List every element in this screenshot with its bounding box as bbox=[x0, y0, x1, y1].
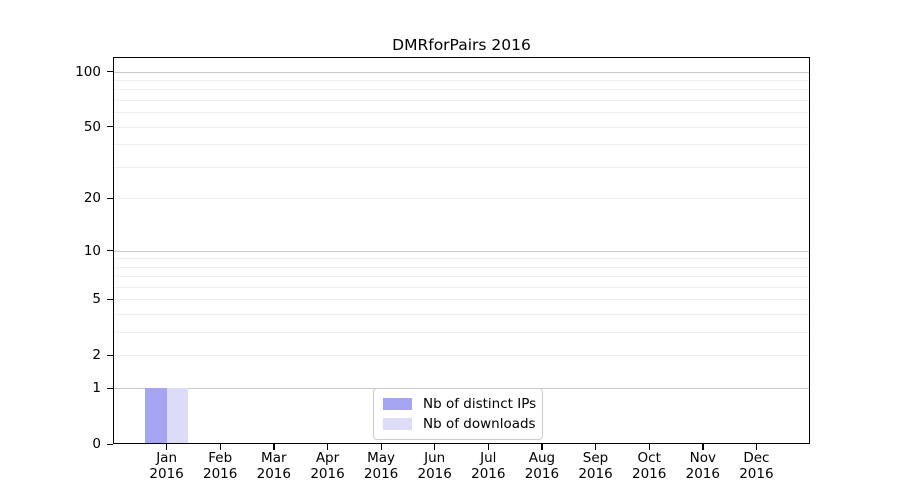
x-tick-mark bbox=[327, 444, 329, 450]
legend-label: Nb of downloads bbox=[423, 416, 536, 432]
y-tick-mark bbox=[107, 126, 113, 128]
x-tick-label: May 2016 bbox=[363, 450, 399, 482]
x-tick-label: Jan 2016 bbox=[149, 450, 184, 482]
y-tick-mark bbox=[107, 443, 113, 445]
y-tick-label: 20 bbox=[83, 190, 101, 207]
x-tick-label: Mar 2016 bbox=[256, 450, 291, 482]
x-tick-mark bbox=[434, 444, 436, 450]
x-tick-mark bbox=[487, 444, 490, 450]
x-tick-label: Jul 2016 bbox=[471, 450, 506, 482]
y-tick-label: 10 bbox=[83, 242, 101, 259]
x-tick-label: Apr 2016 bbox=[310, 450, 345, 482]
legend-swatch bbox=[383, 418, 412, 430]
minor-gridline bbox=[114, 198, 809, 200]
y-tick-label: 5 bbox=[92, 291, 101, 308]
y-tick-mark bbox=[107, 354, 113, 357]
minor-gridline bbox=[114, 89, 809, 91]
minor-gridline bbox=[114, 166, 809, 168]
x-tick-mark bbox=[219, 444, 221, 450]
x-tick-mark bbox=[273, 444, 275, 450]
minor-gridline bbox=[114, 100, 809, 101]
y-tick-label: 100 bbox=[75, 63, 101, 80]
y-tick-label: 50 bbox=[83, 118, 101, 135]
minor-gridline bbox=[114, 314, 809, 316]
y-tick-mark bbox=[107, 250, 113, 252]
y-tick-mark bbox=[107, 298, 113, 301]
x-tick-label: Nov 2016 bbox=[685, 450, 720, 482]
legend-entry: Nb of downloads bbox=[383, 414, 536, 434]
y-tick-label: 1 bbox=[92, 380, 101, 397]
minor-gridline bbox=[114, 258, 809, 260]
bar-nb-of-distinct-ips bbox=[145, 388, 167, 443]
y-tick-mark bbox=[107, 387, 113, 389]
minor-gridline bbox=[114, 299, 809, 301]
minor-gridline bbox=[114, 112, 809, 114]
legend-entry: Nb of distinct IPs bbox=[383, 394, 537, 414]
chart-title: DMRforPairs 2016 bbox=[392, 36, 531, 54]
minor-gridline bbox=[114, 80, 809, 81]
legend-label: Nb of distinct IPs bbox=[423, 396, 537, 412]
minor-gridline bbox=[114, 332, 809, 334]
y-tick-label: 2 bbox=[92, 347, 101, 364]
y-tick-label: 0 bbox=[92, 436, 101, 452]
minor-gridline bbox=[114, 276, 809, 278]
minor-gridline bbox=[114, 287, 809, 288]
bar-nb-of-downloads bbox=[166, 388, 188, 443]
major-gridline bbox=[114, 71, 809, 73]
minor-gridline bbox=[114, 266, 809, 268]
x-tick-mark bbox=[541, 444, 543, 450]
x-tick-label: Jun 2016 bbox=[417, 450, 452, 482]
legend: Nb of distinct IPs Nb of downloads bbox=[373, 388, 543, 440]
x-tick-label: Oct 2016 bbox=[632, 450, 667, 482]
x-tick-mark bbox=[702, 444, 704, 450]
y-tick-mark bbox=[107, 71, 113, 73]
x-tick-mark bbox=[755, 444, 758, 450]
x-tick-mark bbox=[380, 444, 382, 450]
y-tick-mark bbox=[107, 197, 113, 200]
x-tick-mark bbox=[166, 444, 168, 450]
x-tick-label: Sep 2016 bbox=[578, 450, 613, 482]
x-tick-mark bbox=[595, 444, 597, 450]
legend-swatch bbox=[383, 398, 412, 410]
x-tick-label: Aug 2016 bbox=[524, 450, 560, 482]
x-tick-mark bbox=[648, 444, 650, 450]
major-gridline bbox=[114, 250, 809, 252]
x-tick-label: Dec 2016 bbox=[739, 450, 774, 482]
minor-gridline bbox=[114, 126, 809, 128]
minor-gridline bbox=[114, 355, 809, 357]
x-tick-label: Feb 2016 bbox=[203, 450, 238, 482]
minor-gridline bbox=[114, 144, 809, 146]
